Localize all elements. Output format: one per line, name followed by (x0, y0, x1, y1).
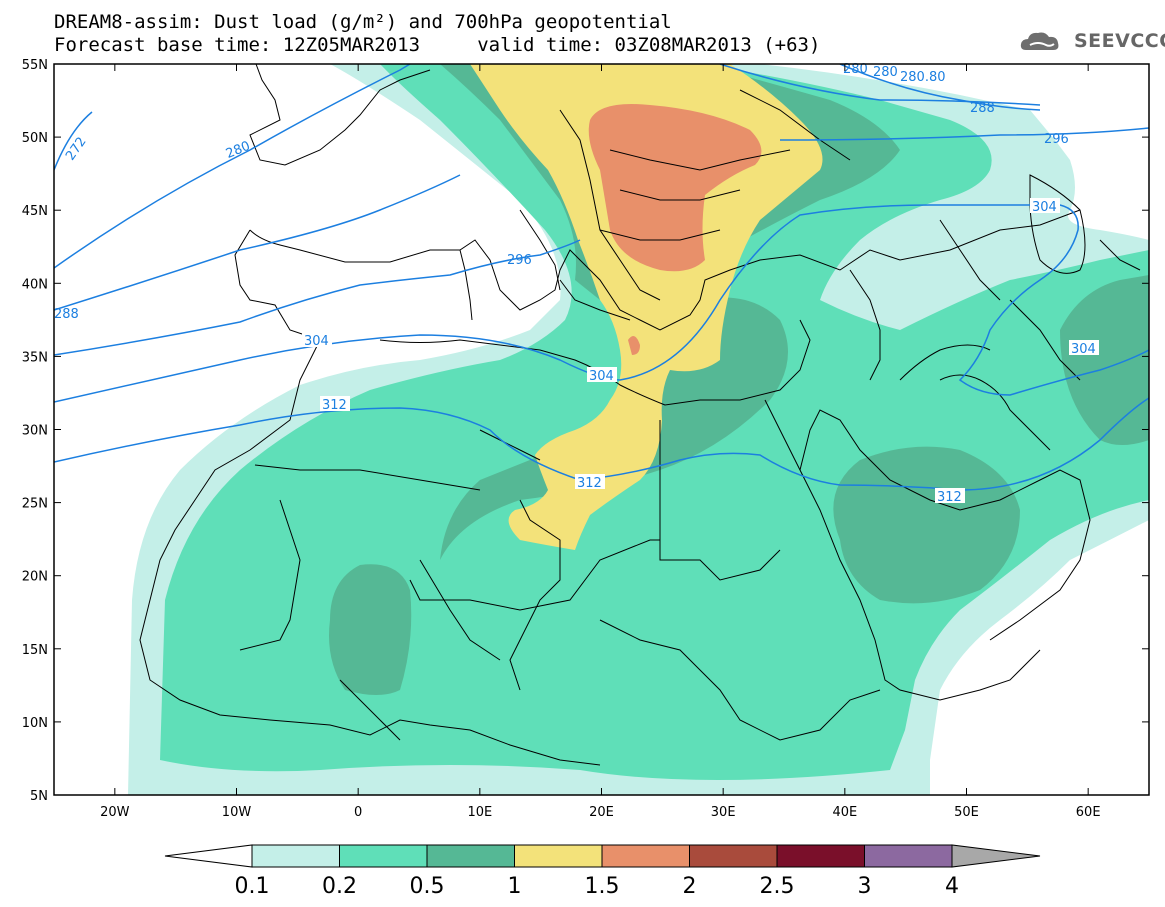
contour-label: 280 (873, 65, 898, 80)
colorbar-swatch (776, 844, 865, 868)
logo-text: SEEVCCC (1074, 30, 1165, 52)
contour-label: 288 (970, 101, 995, 116)
contour-label: 280 (843, 62, 868, 77)
lat-tick-label: 50N (22, 131, 48, 146)
coastlines (139, 64, 1141, 766)
colorbar-label: 0.1 (235, 874, 270, 899)
colorbar-label: 1.5 (585, 874, 620, 899)
dust-band-0.5 (1060, 275, 1149, 445)
dust-band-1 (470, 64, 823, 550)
lat-tick-label: 10N (22, 716, 48, 731)
cloud-logo-icon (1020, 32, 1059, 50)
dust-band-1.5 (588, 104, 762, 272)
contour-label: 312 (937, 490, 962, 505)
contour-label: 288 (54, 307, 79, 322)
lon-tick-label: 10W (222, 805, 252, 820)
contour-label: 312 (577, 476, 602, 491)
contour-label: 280.80 (900, 70, 946, 85)
colorbar-label: 3 (858, 874, 872, 899)
longitude-axis: 20W 10W 0 10E 20E 30E 40E 50E 60E (100, 64, 1101, 820)
contour-label: 304 (1032, 200, 1057, 215)
colorbar-label: 4 (945, 874, 959, 899)
dust-load-shading (54, 64, 1149, 795)
lon-tick-label: 20W (100, 805, 130, 820)
lat-tick-label: 45N (22, 204, 48, 219)
lon-tick-label: 20E (589, 805, 614, 820)
latitude-axis: 55N 50N 45N 40N 35N 30N 25N 20N 15N 10N 5N (22, 58, 1149, 804)
contour-label: 304 (589, 369, 614, 384)
colorbar-swatch (864, 844, 953, 868)
colorbar-swatch (514, 844, 603, 868)
map-title: DREAM8-assim: Dust load (g/m²) and 700hP… (54, 11, 672, 33)
contour-label: 304 (1071, 342, 1096, 357)
colorbar-upper-arrow (951, 844, 1041, 868)
colorbar-label: 2 (683, 874, 697, 899)
colorbar-swatch (426, 844, 515, 868)
lon-tick-label: 40E (832, 805, 857, 820)
lon-tick-label: 0 (354, 805, 362, 820)
colorbar-swatch (689, 844, 778, 868)
dust-band-0.5 (329, 564, 412, 695)
contour-label: 296 (507, 253, 532, 268)
lat-tick-label: 55N (22, 58, 48, 73)
colorbar-label: 2.5 (760, 874, 795, 899)
lat-tick-label: 5N (30, 789, 48, 804)
lat-tick-label: 35N (22, 350, 48, 365)
colorbar: 0.1 0.2 0.5 1 1.5 2 2.5 3 4 (164, 844, 1041, 899)
colorbar-lower-arrow (164, 844, 253, 868)
lon-tick-label: 60E (1076, 805, 1101, 820)
colorbar-swatch (251, 844, 340, 868)
forecast-time-line: Forecast base time: 12Z05MAR2013 valid t… (54, 34, 821, 56)
lat-tick-label: 15N (22, 643, 48, 658)
contour-label: 296 (1044, 132, 1069, 147)
contour-label: 312 (322, 398, 347, 413)
colorbar-label: 0.2 (322, 874, 357, 899)
colorbar-swatch (339, 844, 428, 868)
colorbar-swatch (601, 844, 690, 868)
lon-tick-label: 50E (954, 805, 979, 820)
lat-tick-label: 20N (22, 570, 48, 585)
contour-label: 304 (304, 334, 329, 349)
lon-tick-label: 30E (711, 805, 736, 820)
lat-tick-label: 40N (22, 277, 48, 292)
lat-tick-label: 25N (22, 497, 48, 512)
lon-tick-label: 10E (467, 805, 492, 820)
geopotential-contours (54, 64, 1149, 491)
colorbar-label: 0.5 (410, 874, 445, 899)
lat-tick-label: 30N (22, 424, 48, 439)
contour-labels: 272 280 280 280 280.80 288 288 296 296 3… (54, 62, 1099, 505)
dust-band-1.5 (628, 336, 640, 355)
colorbar-label: 1 (508, 874, 522, 899)
